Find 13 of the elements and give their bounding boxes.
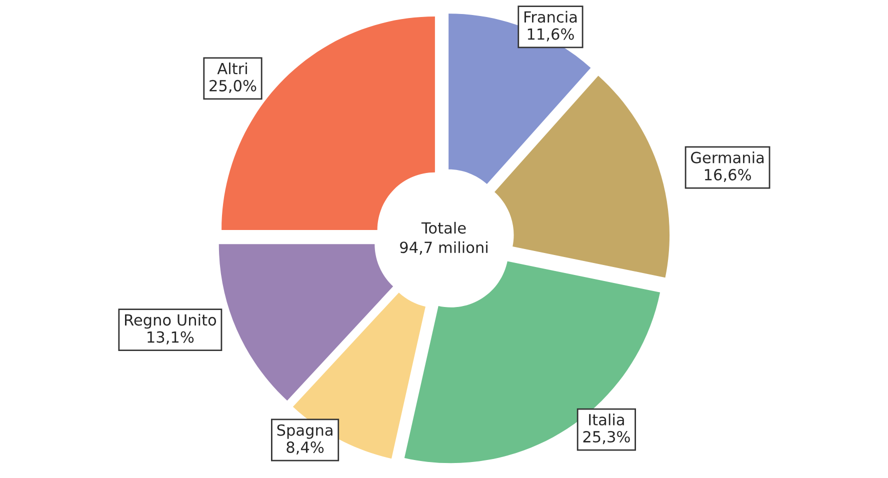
data-label: 25,3% (583, 430, 630, 444)
slice-label: Italia (589, 414, 624, 426)
slice-label: Regno Unito (125, 314, 216, 329)
data-label: 13,1% (148, 331, 194, 344)
data-label: 11,6% (528, 28, 574, 42)
slice-label: Altri (217, 62, 247, 74)
slice-label: Francia (524, 10, 577, 23)
slice-label: Spagna (277, 424, 332, 439)
data-label: 25,0% (210, 80, 256, 93)
slice-label: Germania (691, 152, 764, 164)
text: Totale 94,7 milioni (400, 222, 488, 255)
data-label: 16,6% (704, 168, 751, 182)
data-label: 8,4% (286, 441, 324, 455)
